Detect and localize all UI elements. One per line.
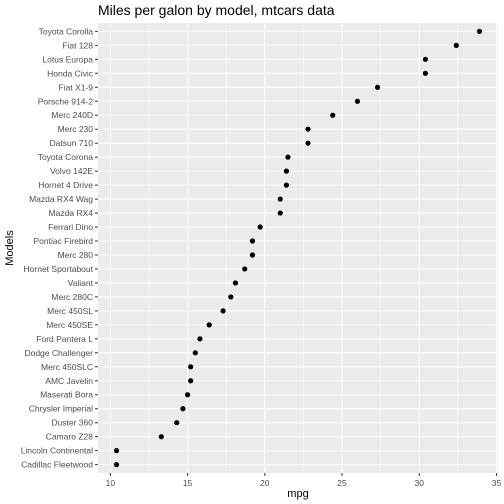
data-point bbox=[283, 168, 290, 174]
data-point bbox=[184, 392, 191, 398]
data-point bbox=[277, 210, 283, 216]
data-point bbox=[374, 84, 381, 90]
y-tick-label: Hornet Sportabout bbox=[24, 264, 94, 274]
data-point bbox=[232, 280, 239, 286]
y-tick-label: Chrysler Imperial bbox=[29, 404, 93, 414]
x-axis: 10 15 20 25 30 35 bbox=[106, 473, 502, 488]
y-tick-label: Merc 450SLC bbox=[41, 362, 93, 372]
x-tick-label: 25 bbox=[337, 478, 347, 488]
y-tick-label: Merc 230 bbox=[58, 124, 94, 134]
data-point bbox=[188, 364, 194, 370]
data-point bbox=[192, 350, 198, 356]
y-tick-label: Lincoln Continental bbox=[21, 446, 93, 456]
data-point bbox=[330, 112, 336, 118]
y-tick-label: Valiant bbox=[68, 278, 94, 288]
chart-title: Miles per galon by model, mtcars data bbox=[98, 2, 335, 18]
y-tick-label: Hornet 4 Drive bbox=[38, 180, 93, 190]
y-axis: Cadillac Fleetwood Lincoln Continental Cam… bbox=[21, 26, 98, 470]
data-point bbox=[228, 294, 234, 300]
data-point bbox=[257, 224, 263, 230]
y-tick-label: Honda Civic bbox=[47, 68, 94, 78]
x-axis-title: mpg bbox=[287, 488, 308, 500]
data-point bbox=[354, 98, 361, 104]
y-tick-label: Lotus Europa bbox=[42, 54, 93, 64]
y-tick-label: Toyota Corona bbox=[38, 152, 94, 162]
x-tick-label: 10 bbox=[106, 478, 116, 488]
data-point bbox=[249, 238, 256, 244]
data-point bbox=[242, 266, 248, 272]
y-tick-label: Volvo 142E bbox=[50, 166, 93, 176]
x-tick-label: 15 bbox=[183, 478, 193, 488]
data-point bbox=[285, 154, 291, 160]
x-tick-label: 35 bbox=[492, 478, 502, 488]
data-point bbox=[158, 434, 164, 440]
y-tick-label: Mazda RX4 Wag bbox=[29, 194, 93, 204]
data-point bbox=[422, 70, 429, 76]
data-point bbox=[453, 42, 459, 48]
data-point bbox=[206, 322, 212, 328]
y-tick-label: AMC Javelin bbox=[45, 376, 93, 386]
y-tick-label: Datsun 710 bbox=[50, 138, 94, 148]
data-point bbox=[113, 448, 120, 454]
data-point bbox=[283, 182, 290, 188]
y-tick-label: Pontiac Firebird bbox=[33, 236, 93, 246]
y-tick-label: Merc 450SL bbox=[47, 306, 93, 316]
x-tick-label: 30 bbox=[415, 478, 425, 488]
y-tick-label: Ferrari Dino bbox=[48, 222, 93, 232]
y-tick-label: Cadillac Fleetwood bbox=[21, 460, 93, 470]
y-tick-label: Fiat 128 bbox=[62, 40, 93, 50]
y-tick-label: Dodge Challenger bbox=[24, 348, 93, 358]
y-axis-title: Models bbox=[4, 230, 16, 266]
data-point bbox=[277, 196, 283, 202]
y-tick-label: Duster 360 bbox=[51, 418, 93, 428]
data-point bbox=[305, 126, 311, 132]
data-point bbox=[197, 336, 203, 342]
data-point bbox=[188, 378, 194, 384]
data-point bbox=[422, 56, 429, 62]
gridlines bbox=[98, 23, 498, 473]
data-point bbox=[180, 406, 186, 412]
y-tick-label: Merc 240D bbox=[51, 110, 93, 120]
y-tick-label: Camaro Z28 bbox=[46, 432, 94, 442]
y-tick-label: Merc 280 bbox=[58, 250, 94, 260]
y-tick-label: Merc 450SE bbox=[46, 320, 93, 330]
y-tick-label: Porsche 914-2 bbox=[38, 96, 94, 106]
plot-panel bbox=[98, 23, 498, 473]
data-point bbox=[174, 420, 180, 426]
x-tick-label: 20 bbox=[260, 478, 270, 488]
y-tick-label: Fiat X1-9 bbox=[59, 82, 94, 92]
data-point bbox=[476, 28, 483, 34]
y-tick-label: Mazda RX4 bbox=[49, 208, 94, 218]
data-point bbox=[305, 140, 311, 146]
data-points bbox=[113, 28, 483, 468]
y-tick-label: Toyota Corolla bbox=[39, 26, 94, 36]
y-tick-label: Maserati Bora bbox=[40, 390, 93, 400]
y-tick-label: Ford Pantera L bbox=[36, 334, 93, 344]
data-point bbox=[220, 308, 226, 314]
data-point bbox=[249, 252, 256, 258]
data-point bbox=[113, 462, 120, 468]
y-tick-label: Merc 280C bbox=[51, 292, 93, 302]
